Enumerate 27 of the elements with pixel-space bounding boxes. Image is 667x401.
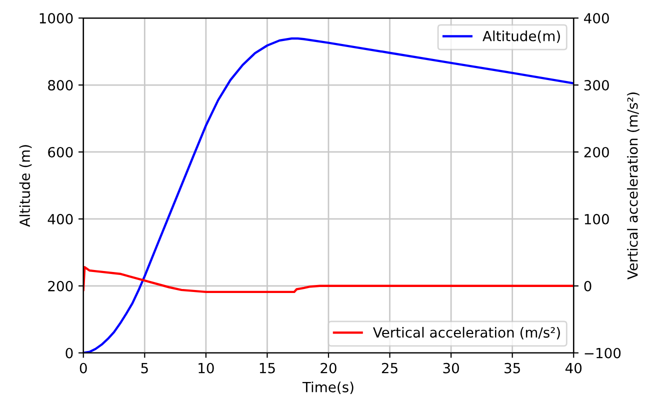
y2-tick-label: 400 (584, 13, 609, 24)
y2-tick-label: 200 (584, 146, 609, 158)
y-tick-label: 0 (66, 348, 73, 358)
legend-label: Vertical acceleration (m/s²) (373, 326, 560, 340)
y-tick-label: 200 (48, 280, 73, 292)
y-axis-title: Altitude (m) (19, 145, 32, 227)
x-tick-label: 0 (80, 362, 87, 374)
x-tick-label: 40 (565, 362, 582, 374)
x-tick-label: 30 (443, 362, 459, 374)
y2-tick-label: 300 (584, 80, 609, 90)
x-tick-label: 25 (382, 362, 398, 374)
legend-label: Altitude(m) (482, 30, 560, 43)
x-axis-title: Time(s) (302, 382, 354, 394)
y2-tick-label: −100 (584, 348, 621, 358)
y-tick-label: 600 (48, 146, 73, 158)
y2-tick-label: 100 (584, 214, 609, 224)
line-series (83, 266, 574, 294)
x-tick-label: 20 (320, 362, 336, 374)
y2-tick-label: 0 (584, 280, 592, 292)
y2-axis-title: Vertical acceleration (m/s²) (627, 92, 640, 280)
x-tick-label: 10 (198, 362, 214, 374)
x-tick-label: 15 (260, 363, 275, 374)
x-tick-label: 5 (141, 363, 148, 374)
y-tick-label: 1000 (40, 13, 73, 24)
y-tick-label: 400 (48, 214, 73, 224)
y-tick-label: 800 (48, 80, 73, 90)
x-tick-label: 35 (504, 362, 520, 374)
